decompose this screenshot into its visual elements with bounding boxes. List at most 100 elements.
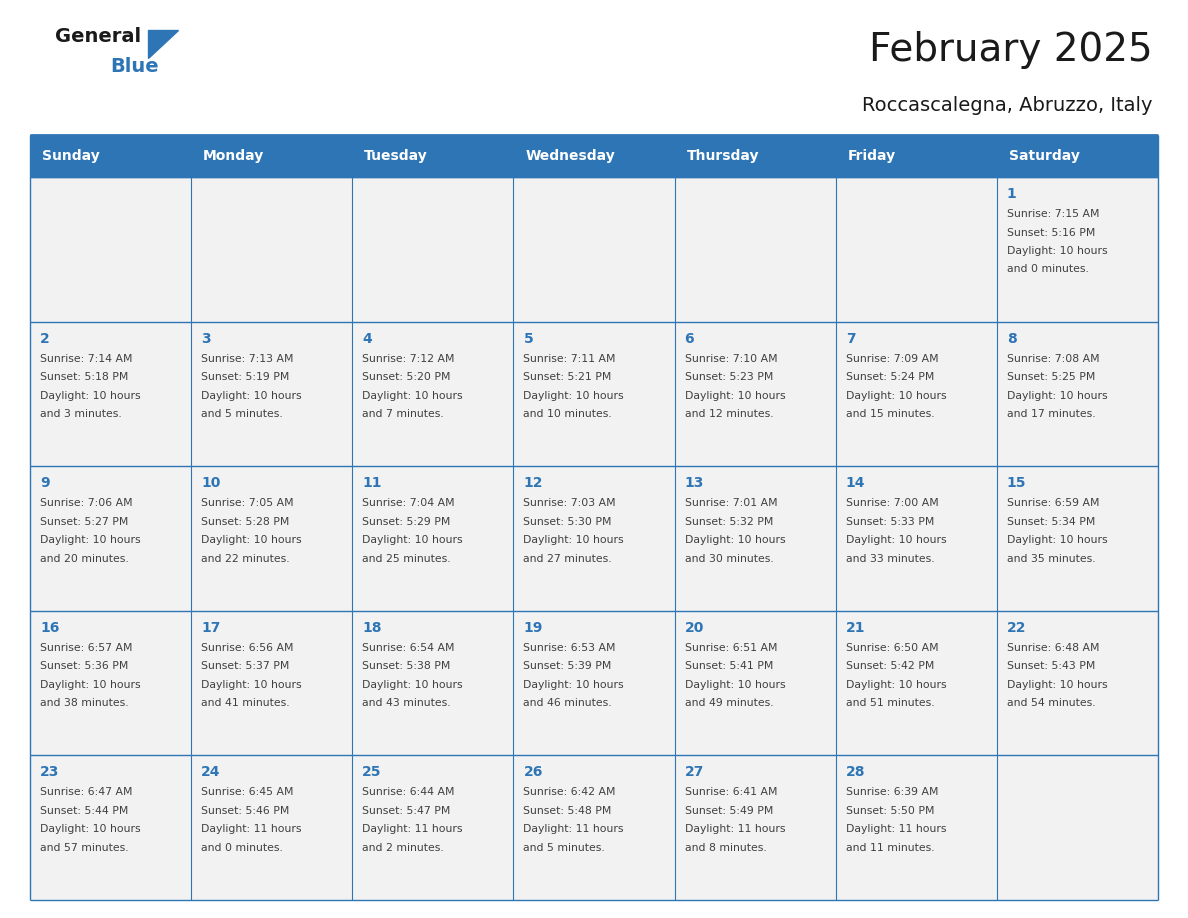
- Text: Daylight: 10 hours: Daylight: 10 hours: [524, 535, 624, 545]
- Text: Sunset: 5:24 PM: Sunset: 5:24 PM: [846, 372, 934, 382]
- Text: and 10 minutes.: and 10 minutes.: [524, 409, 612, 420]
- Text: Sunrise: 6:42 AM: Sunrise: 6:42 AM: [524, 788, 615, 798]
- Text: Daylight: 11 hours: Daylight: 11 hours: [201, 824, 302, 834]
- Text: Sunset: 5:18 PM: Sunset: 5:18 PM: [40, 372, 128, 382]
- Text: Sunrise: 7:06 AM: Sunrise: 7:06 AM: [40, 498, 133, 509]
- Text: and 12 minutes.: and 12 minutes.: [684, 409, 773, 420]
- Text: Daylight: 10 hours: Daylight: 10 hours: [40, 680, 140, 689]
- Text: Sunrise: 7:00 AM: Sunrise: 7:00 AM: [846, 498, 939, 509]
- Text: and 0 minutes.: and 0 minutes.: [201, 843, 283, 853]
- Bar: [30, 135, 1158, 177]
- Text: 20: 20: [684, 621, 704, 635]
- Text: Sunrise: 6:47 AM: Sunrise: 6:47 AM: [40, 788, 133, 798]
- Text: Sunset: 5:23 PM: Sunset: 5:23 PM: [684, 372, 773, 382]
- Text: Sunset: 5:25 PM: Sunset: 5:25 PM: [1007, 372, 1095, 382]
- Text: and 3 minutes.: and 3 minutes.: [40, 409, 121, 420]
- Text: Daylight: 10 hours: Daylight: 10 hours: [684, 390, 785, 400]
- Text: Sunrise: 6:41 AM: Sunrise: 6:41 AM: [684, 788, 777, 798]
- Text: 9: 9: [40, 476, 50, 490]
- Text: Sunset: 5:38 PM: Sunset: 5:38 PM: [362, 661, 450, 671]
- Text: Sunset: 5:27 PM: Sunset: 5:27 PM: [40, 517, 128, 527]
- Text: Daylight: 10 hours: Daylight: 10 hours: [201, 535, 302, 545]
- Bar: [30, 610, 1158, 756]
- Text: 16: 16: [40, 621, 59, 635]
- Text: Sunrise: 6:48 AM: Sunrise: 6:48 AM: [1007, 643, 1099, 653]
- Text: Sunrise: 7:12 AM: Sunrise: 7:12 AM: [362, 353, 455, 364]
- Text: Sunrise: 6:51 AM: Sunrise: 6:51 AM: [684, 643, 777, 653]
- Bar: [30, 756, 1158, 900]
- Text: and 38 minutes.: and 38 minutes.: [40, 699, 128, 709]
- Text: Sunrise: 7:15 AM: Sunrise: 7:15 AM: [1007, 209, 1099, 219]
- Text: Sunrise: 7:01 AM: Sunrise: 7:01 AM: [684, 498, 777, 509]
- Text: 23: 23: [40, 766, 59, 779]
- Text: Sunrise: 7:14 AM: Sunrise: 7:14 AM: [40, 353, 133, 364]
- Text: Sunrise: 6:57 AM: Sunrise: 6:57 AM: [40, 643, 133, 653]
- Text: 17: 17: [201, 621, 221, 635]
- Text: and 51 minutes.: and 51 minutes.: [846, 699, 934, 709]
- Text: Sunset: 5:37 PM: Sunset: 5:37 PM: [201, 661, 290, 671]
- Text: Daylight: 10 hours: Daylight: 10 hours: [524, 680, 624, 689]
- Text: Daylight: 10 hours: Daylight: 10 hours: [201, 680, 302, 689]
- Text: Sunrise: 6:44 AM: Sunrise: 6:44 AM: [362, 788, 455, 798]
- Text: Daylight: 11 hours: Daylight: 11 hours: [684, 824, 785, 834]
- Text: 18: 18: [362, 621, 381, 635]
- Text: Sunrise: 7:03 AM: Sunrise: 7:03 AM: [524, 498, 617, 509]
- Text: and 46 minutes.: and 46 minutes.: [524, 699, 612, 709]
- Text: Sunset: 5:41 PM: Sunset: 5:41 PM: [684, 661, 773, 671]
- Text: 11: 11: [362, 476, 381, 490]
- Text: 5: 5: [524, 331, 533, 345]
- Text: Sunset: 5:50 PM: Sunset: 5:50 PM: [846, 806, 934, 816]
- Text: Thursday: Thursday: [687, 149, 759, 163]
- Text: 21: 21: [846, 621, 865, 635]
- Text: Sunrise: 6:45 AM: Sunrise: 6:45 AM: [201, 788, 293, 798]
- Text: Roccascalegna, Abruzzo, Italy: Roccascalegna, Abruzzo, Italy: [862, 95, 1154, 115]
- Text: Sunset: 5:39 PM: Sunset: 5:39 PM: [524, 661, 612, 671]
- Text: Sunset: 5:34 PM: Sunset: 5:34 PM: [1007, 517, 1095, 527]
- Bar: [30, 321, 1158, 466]
- Text: Daylight: 10 hours: Daylight: 10 hours: [362, 680, 463, 689]
- Text: 19: 19: [524, 621, 543, 635]
- Text: 4: 4: [362, 331, 372, 345]
- Text: Sunset: 5:32 PM: Sunset: 5:32 PM: [684, 517, 773, 527]
- Text: and 8 minutes.: and 8 minutes.: [684, 843, 766, 853]
- Text: and 5 minutes.: and 5 minutes.: [524, 843, 605, 853]
- Text: 14: 14: [846, 476, 865, 490]
- Text: Daylight: 10 hours: Daylight: 10 hours: [684, 680, 785, 689]
- Text: and 22 minutes.: and 22 minutes.: [201, 554, 290, 564]
- Text: and 43 minutes.: and 43 minutes.: [362, 699, 451, 709]
- Bar: [30, 177, 1158, 321]
- Text: and 7 minutes.: and 7 minutes.: [362, 409, 444, 420]
- Text: and 11 minutes.: and 11 minutes.: [846, 843, 934, 853]
- Text: 25: 25: [362, 766, 381, 779]
- Text: and 17 minutes.: and 17 minutes.: [1007, 409, 1095, 420]
- Text: Sunset: 5:47 PM: Sunset: 5:47 PM: [362, 806, 450, 816]
- Text: Sunset: 5:28 PM: Sunset: 5:28 PM: [201, 517, 290, 527]
- Text: Daylight: 10 hours: Daylight: 10 hours: [846, 535, 947, 545]
- Text: and 20 minutes.: and 20 minutes.: [40, 554, 128, 564]
- Text: 22: 22: [1007, 621, 1026, 635]
- Text: Daylight: 10 hours: Daylight: 10 hours: [362, 390, 463, 400]
- Text: and 15 minutes.: and 15 minutes.: [846, 409, 934, 420]
- Text: 7: 7: [846, 331, 855, 345]
- Text: Daylight: 10 hours: Daylight: 10 hours: [846, 390, 947, 400]
- Polygon shape: [148, 30, 178, 58]
- Text: and 54 minutes.: and 54 minutes.: [1007, 699, 1095, 709]
- Text: Sunset: 5:21 PM: Sunset: 5:21 PM: [524, 372, 612, 382]
- Text: Friday: Friday: [848, 149, 896, 163]
- Text: Sunrise: 7:04 AM: Sunrise: 7:04 AM: [362, 498, 455, 509]
- Text: and 35 minutes.: and 35 minutes.: [1007, 554, 1095, 564]
- Text: Sunrise: 7:05 AM: Sunrise: 7:05 AM: [201, 498, 293, 509]
- Text: and 0 minutes.: and 0 minutes.: [1007, 264, 1088, 274]
- Text: Sunset: 5:36 PM: Sunset: 5:36 PM: [40, 661, 128, 671]
- Text: Sunset: 5:44 PM: Sunset: 5:44 PM: [40, 806, 128, 816]
- Text: Daylight: 10 hours: Daylight: 10 hours: [40, 824, 140, 834]
- Text: and 41 minutes.: and 41 minutes.: [201, 699, 290, 709]
- Text: 15: 15: [1007, 476, 1026, 490]
- Text: Sunrise: 7:10 AM: Sunrise: 7:10 AM: [684, 353, 777, 364]
- Text: Sunrise: 6:59 AM: Sunrise: 6:59 AM: [1007, 498, 1099, 509]
- Text: Sunrise: 7:09 AM: Sunrise: 7:09 AM: [846, 353, 939, 364]
- Text: 6: 6: [684, 331, 694, 345]
- Text: Monday: Monday: [203, 149, 265, 163]
- Text: and 27 minutes.: and 27 minutes.: [524, 554, 612, 564]
- Text: Daylight: 10 hours: Daylight: 10 hours: [201, 390, 302, 400]
